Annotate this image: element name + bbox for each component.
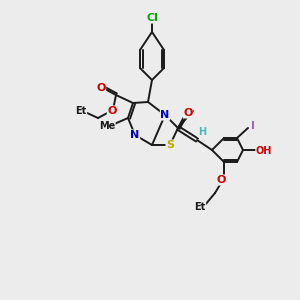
Text: N: N (160, 110, 169, 120)
Text: O: O (96, 83, 106, 93)
Text: Cl: Cl (146, 13, 158, 23)
Text: O: O (107, 106, 117, 116)
Text: N: N (130, 130, 140, 140)
Text: Me: Me (99, 121, 115, 131)
Text: O: O (216, 175, 226, 185)
Text: S: S (166, 140, 174, 150)
Text: Et: Et (75, 106, 87, 116)
Text: OH: OH (256, 146, 272, 156)
Text: Et: Et (194, 202, 206, 212)
Text: O: O (183, 108, 193, 118)
Text: H: H (198, 127, 206, 137)
Text: I: I (251, 121, 255, 131)
